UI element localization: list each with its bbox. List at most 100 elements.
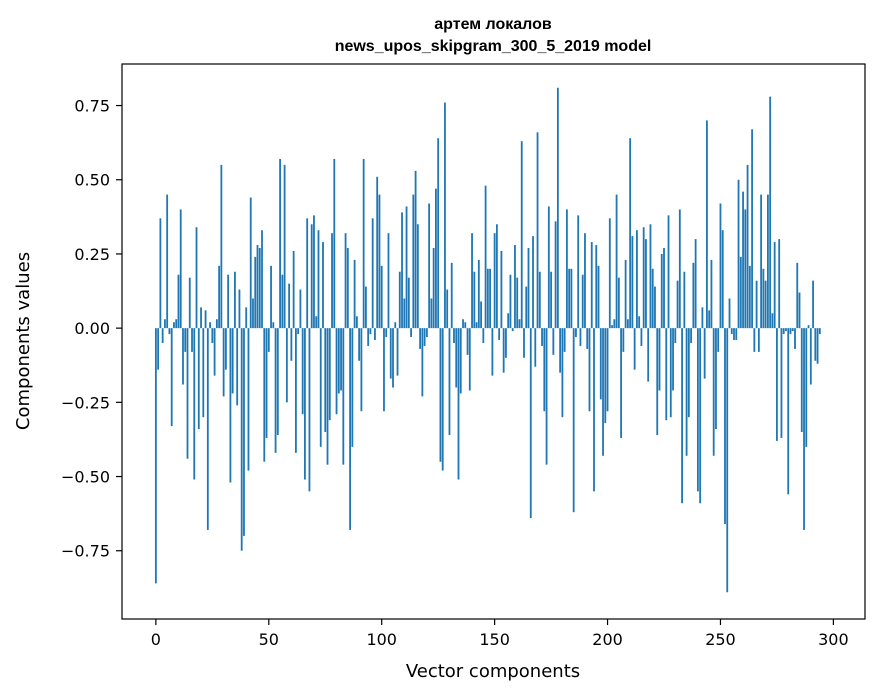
bar: [261, 230, 263, 329]
bar: [507, 313, 510, 329]
bar: [791, 328, 794, 332]
bar: [432, 248, 435, 329]
bar: [588, 328, 591, 412]
bar: [782, 328, 785, 335]
x-tick-label: 250: [705, 630, 736, 649]
bar: [213, 328, 216, 376]
bar: [249, 197, 252, 329]
bar: [663, 248, 665, 329]
bar: [378, 194, 381, 329]
bar: [543, 328, 546, 412]
bar: [701, 307, 704, 329]
bar: [717, 328, 720, 352]
bar: [568, 268, 571, 329]
bar: [245, 307, 248, 329]
bar: [310, 224, 313, 329]
bar: [687, 328, 690, 418]
bar: [645, 239, 647, 329]
bar: [683, 271, 686, 329]
bar: [252, 298, 254, 329]
bar: [349, 328, 351, 530]
bar: [215, 319, 218, 329]
bar: [234, 271, 236, 329]
bar: [520, 141, 523, 329]
bar: [547, 206, 550, 329]
bar: [274, 328, 277, 453]
bar: [602, 328, 604, 456]
bar: [586, 328, 589, 349]
bar: [430, 298, 433, 329]
bar: [446, 289, 449, 329]
bar: [276, 328, 279, 435]
bar: [809, 328, 812, 385]
bar: [642, 227, 645, 329]
bar: [204, 310, 207, 329]
bar: [710, 259, 713, 329]
bar: [604, 328, 607, 424]
bar: [281, 274, 284, 329]
bar: [335, 328, 338, 415]
x-axis: 0 50 100 150 200 250 300: [151, 619, 849, 649]
bar: [561, 328, 564, 418]
bar: [556, 87, 559, 329]
bar: [401, 212, 403, 329]
bar: [355, 316, 358, 329]
bar: [428, 203, 431, 329]
bar: [667, 215, 670, 329]
x-tick-label: 150: [479, 630, 510, 649]
bar: [550, 271, 552, 329]
bar: [231, 328, 234, 394]
bar: [785, 328, 787, 332]
bar: [319, 328, 322, 447]
bar: [342, 328, 345, 465]
bar: [495, 224, 498, 329]
bar: [166, 194, 169, 329]
bar: [739, 256, 742, 329]
bar: [584, 233, 586, 329]
bar: [337, 328, 340, 394]
bar: [272, 322, 275, 329]
bar: [757, 328, 760, 352]
bar: [484, 185, 487, 329]
bar: [414, 170, 417, 329]
bar: [525, 286, 528, 329]
bar: [532, 236, 534, 329]
bar: [435, 188, 437, 329]
bar: [351, 328, 354, 447]
bar: [475, 322, 478, 329]
bar: [455, 328, 458, 388]
bar: [807, 325, 810, 329]
bar: [669, 328, 672, 418]
bar: [398, 271, 401, 329]
bar: [674, 328, 677, 343]
bar: [771, 313, 774, 329]
bar: [748, 265, 751, 329]
bar: [188, 277, 191, 329]
bar: [346, 248, 349, 329]
bar: [193, 328, 196, 480]
y-tick-label: 0.00: [74, 319, 110, 338]
bar: [229, 328, 232, 483]
bar: [559, 328, 562, 373]
bar: [516, 277, 519, 329]
x-tick-label: 300: [818, 630, 849, 649]
bar: [453, 328, 455, 343]
bar: [254, 256, 257, 329]
bar: [527, 248, 530, 329]
bar: [703, 328, 706, 379]
bar: [389, 328, 392, 379]
bar: [787, 328, 790, 495]
bar: [595, 245, 598, 329]
y-axis-label: Components values: [13, 252, 34, 430]
y-tick-label: −0.75: [61, 542, 110, 561]
bar: [313, 215, 315, 329]
bar: [631, 236, 634, 329]
bar: [466, 328, 469, 355]
bar: [624, 259, 627, 329]
bar: [694, 239, 697, 329]
bar: [360, 328, 363, 412]
bar: [509, 274, 512, 329]
bar: [800, 328, 803, 433]
bar: [753, 328, 756, 352]
bar: [789, 328, 792, 335]
